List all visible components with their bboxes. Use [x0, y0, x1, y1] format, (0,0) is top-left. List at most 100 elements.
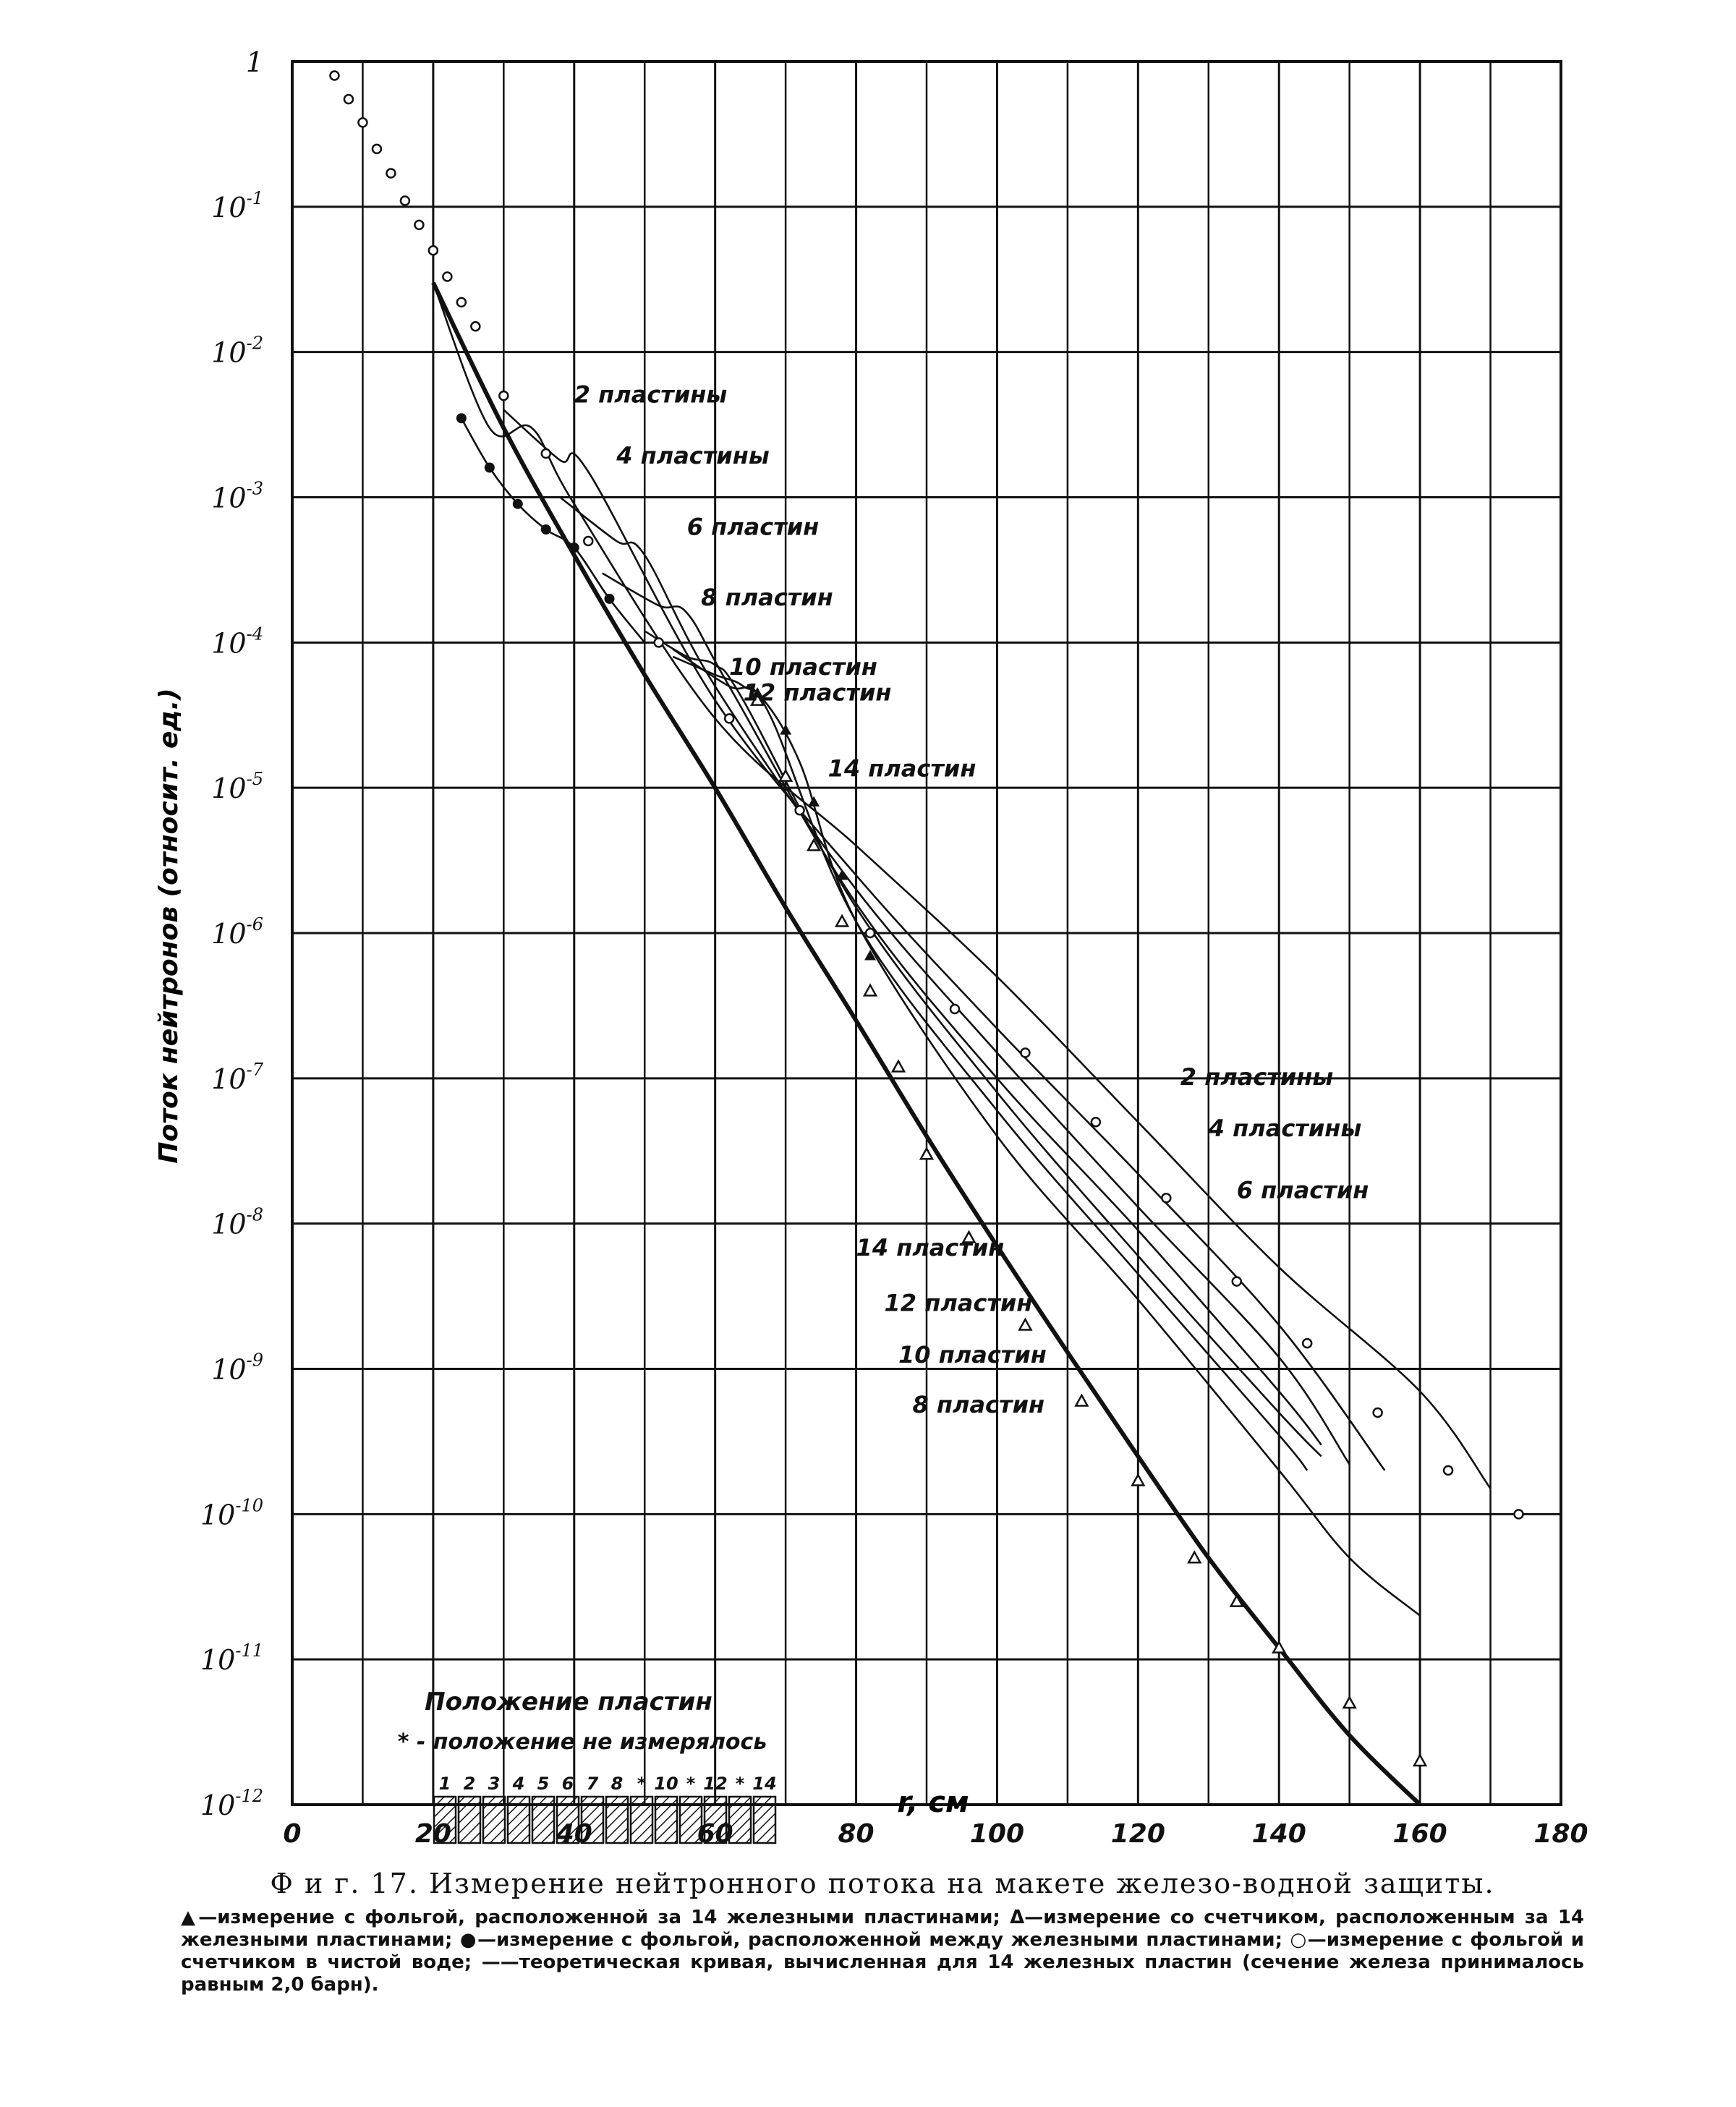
- y-tick-label: 10-3: [211, 479, 263, 514]
- open-triangle-marker: [961, 1230, 977, 1243]
- filled-circle-marker: [569, 542, 579, 553]
- x-tick-label: 140: [1252, 1819, 1306, 1849]
- filled-circle-marker: [604, 593, 615, 604]
- y-tick-label: 1: [246, 46, 263, 78]
- y-tick-label: 10-2: [211, 333, 263, 369]
- y-tick-label: 10-7: [211, 1060, 263, 1095]
- chart-markers: [329, 70, 1524, 1767]
- figure-caption: Ф и г. 17. Измерение нейтронного потока …: [181, 1868, 1584, 1996]
- plate-rect: [556, 1795, 580, 1844]
- curve-label: 10 пластин: [729, 653, 877, 681]
- curve-label: 2 пластины: [574, 380, 728, 408]
- plate-label: 6: [562, 1774, 574, 1794]
- plate-label: 1: [439, 1774, 451, 1794]
- open-triangle-marker: [750, 692, 765, 706]
- curve-label: 6 пластин: [687, 514, 820, 541]
- open-circle-marker: [1020, 1047, 1031, 1058]
- y-tick-label: 10-5: [211, 769, 263, 804]
- plate-label: *: [686, 1774, 696, 1794]
- y-tick-exponent: -1: [247, 188, 263, 208]
- open-triangle-marker: [1074, 1393, 1089, 1407]
- curve-label: 4 пластины: [1208, 1115, 1362, 1142]
- chart-curves: [431, 281, 1492, 1807]
- plate-label: 10: [654, 1774, 678, 1794]
- plate-rect: [457, 1795, 482, 1844]
- y-axis-label: Поток нейтронов (относит. ед.): [154, 688, 184, 1163]
- open-circle-marker: [583, 535, 594, 547]
- plate-rect: [654, 1795, 678, 1844]
- plate-rect: [605, 1795, 629, 1844]
- curve-label: 2 пластины: [1180, 1063, 1334, 1091]
- y-tick-label: 10-8: [211, 1205, 263, 1240]
- series-curve: [432, 282, 1492, 1489]
- plate-rect: [433, 1795, 457, 1844]
- curve-label: 4 пластины: [616, 442, 770, 469]
- y-tick-label: 10-11: [200, 1640, 263, 1676]
- y-tick-label: 10-9: [211, 1350, 263, 1386]
- chart-tick-labels: 020406080100120140160180110-110-210-310-…: [200, 46, 1588, 1849]
- plate-label: 3: [488, 1774, 501, 1794]
- plate-label: 2: [464, 1774, 476, 1794]
- y-tick-label: 10-1: [211, 188, 263, 224]
- plate-rect: [703, 1795, 728, 1844]
- open-circle-marker: [442, 271, 453, 282]
- plate-rect: [482, 1795, 506, 1844]
- curve-label: 10 пластин: [898, 1341, 1047, 1369]
- plate-label: 4: [512, 1774, 525, 1794]
- filled-circle-marker: [540, 524, 551, 535]
- series-curve: [672, 655, 1309, 1471]
- curve-label: 12 пластин: [885, 1290, 1033, 1317]
- open-circle-marker: [1161, 1193, 1172, 1204]
- filled-triangle-marker: [864, 950, 877, 961]
- x-tick-label: 120: [1111, 1819, 1165, 1849]
- open-circle-marker: [414, 219, 425, 231]
- filled-triangle-marker: [836, 869, 848, 880]
- open-triangle-marker: [834, 914, 850, 927]
- open-circle-marker: [1513, 1509, 1524, 1520]
- x-tick-label: 180: [1533, 1819, 1588, 1849]
- curve-label: 6 пластин: [1237, 1176, 1369, 1204]
- open-circle-marker: [864, 927, 876, 939]
- y-tick-exponent: -4: [247, 623, 263, 644]
- plate-position-inset: Положение пластин * - положение не измеря…: [398, 1687, 777, 1844]
- open-triangle-marker: [1412, 1753, 1428, 1767]
- x-tick-label: 160: [1393, 1819, 1447, 1849]
- open-circle-marker: [386, 168, 396, 179]
- filled-triangle-marker: [780, 724, 792, 735]
- open-triangle-marker: [919, 1146, 935, 1160]
- series-curve: [559, 496, 1350, 1465]
- open-triangle-marker: [806, 838, 822, 851]
- x-tick-label: 0: [283, 1819, 301, 1849]
- y-tick-exponent: -11: [235, 1640, 263, 1661]
- curve-label: 8 пластин: [701, 584, 833, 611]
- open-circle-marker: [1372, 1407, 1383, 1418]
- plate-label: 8: [611, 1774, 624, 1794]
- filled-triangle-marker: [752, 686, 764, 698]
- filled-circle-marker: [512, 498, 523, 509]
- y-tick-exponent: -9: [247, 1350, 263, 1371]
- plate-label: 5: [537, 1774, 550, 1794]
- open-circle-marker: [357, 117, 368, 128]
- open-circle-marker: [1301, 1337, 1313, 1349]
- plate-rect: [629, 1795, 654, 1844]
- plate-rect: [506, 1795, 531, 1844]
- open-circle-marker: [399, 195, 411, 206]
- open-circle-marker: [456, 297, 467, 308]
- open-circle-marker: [427, 245, 439, 256]
- y-tick-label: 10-12: [200, 1786, 263, 1821]
- open-circle-marker: [540, 448, 552, 459]
- curve-label: 12 пластин: [744, 678, 892, 706]
- curve-label: 14 пластин: [856, 1234, 1005, 1261]
- series-curve: [644, 630, 1322, 1457]
- filled-circle-marker: [456, 413, 467, 424]
- y-tick-exponent: -2: [247, 333, 263, 354]
- curve-label: 14 пластин: [828, 754, 977, 782]
- open-triangle-marker: [890, 1059, 906, 1073]
- open-triangle-marker: [862, 983, 878, 997]
- y-tick-exponent: -5: [247, 769, 263, 789]
- open-circle-marker: [1231, 1276, 1243, 1287]
- plate-label: *: [637, 1774, 647, 1794]
- plate-rect: [678, 1795, 703, 1844]
- filled-triangle-marker: [808, 796, 820, 807]
